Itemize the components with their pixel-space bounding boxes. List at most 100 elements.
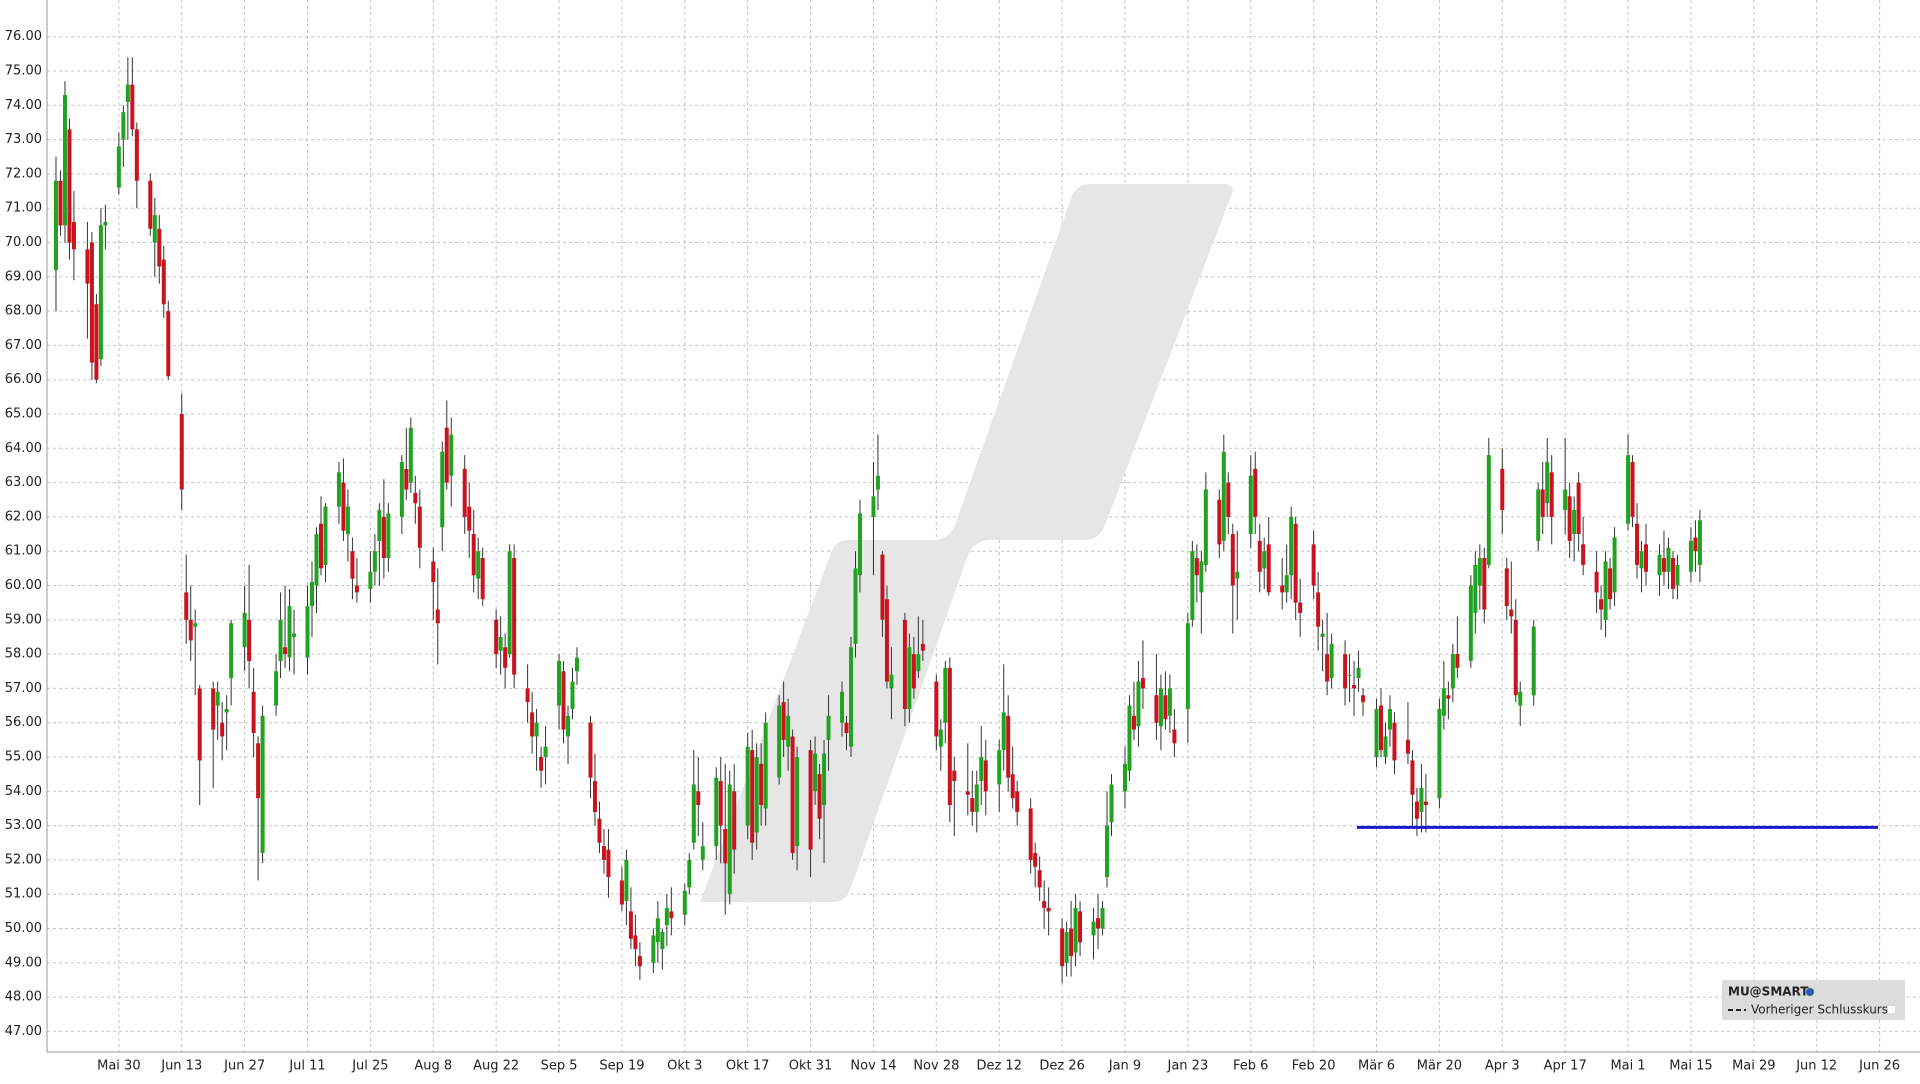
candle-body — [1006, 715, 1011, 778]
y-tick-label: 56.00 — [5, 715, 42, 730]
candle-body — [372, 551, 377, 572]
candle-body — [920, 643, 925, 651]
candle-body — [1657, 554, 1662, 576]
candle-body — [1540, 489, 1545, 517]
x-tick-label: Jan 9 — [1108, 1059, 1141, 1074]
candle-body — [884, 599, 889, 682]
candle-body — [840, 691, 845, 723]
legend-toggle[interactable] — [1888, 1006, 1895, 1013]
candle-body — [714, 777, 719, 847]
candle-body — [305, 606, 310, 658]
candle-body — [503, 647, 508, 668]
candle-body — [62, 95, 67, 226]
y-tick-label: 69.00 — [5, 269, 42, 284]
candle-body — [1100, 907, 1105, 929]
candle-body — [597, 818, 602, 843]
x-tick-label: Dez 12 — [976, 1059, 1022, 1074]
candle-body — [857, 513, 862, 576]
candle-body — [1266, 544, 1271, 593]
candle-body — [98, 225, 103, 360]
y-tick-label: 50.00 — [5, 921, 42, 936]
x-tick-label: Jul 25 — [351, 1059, 388, 1074]
x-tick-label: Jun 26 — [1858, 1059, 1900, 1074]
candle-body — [1064, 931, 1069, 963]
candle-body — [1437, 708, 1442, 799]
candle-body — [381, 516, 386, 559]
candle-body — [471, 534, 476, 576]
candle-body — [1356, 667, 1361, 679]
candle-body — [1603, 561, 1608, 620]
candle-body — [287, 606, 292, 658]
candle-body — [777, 705, 782, 778]
candle-body — [687, 859, 692, 888]
candle-body — [476, 551, 481, 579]
candle-body — [1325, 654, 1330, 682]
candle-body — [525, 688, 530, 703]
candle-body — [1500, 468, 1505, 511]
candle-body — [251, 691, 256, 734]
y-tick-label: 74.00 — [5, 98, 42, 113]
candle-body — [224, 708, 229, 713]
candle-body — [1042, 901, 1047, 908]
candle-body — [1046, 907, 1051, 912]
candle-body — [943, 667, 948, 723]
candle-body — [1419, 787, 1424, 812]
candle-body — [1140, 678, 1145, 689]
candle-body — [278, 619, 283, 661]
candle-body — [1221, 451, 1226, 541]
candle-body — [1504, 568, 1509, 607]
candle-body — [94, 304, 99, 380]
candle-body — [1405, 739, 1410, 754]
candle-body — [1320, 633, 1325, 637]
legend-box — [1722, 980, 1905, 1020]
candle-body — [130, 84, 135, 130]
x-tick-label: Jun 13 — [160, 1059, 202, 1074]
candle-body — [664, 907, 669, 926]
candle-body — [822, 753, 827, 806]
candle-body — [1194, 558, 1199, 576]
candle-body — [723, 829, 728, 864]
candle-body — [314, 534, 319, 586]
candle-body — [1253, 468, 1258, 517]
candle-body — [1060, 928, 1065, 967]
candle-body — [1235, 571, 1240, 579]
candle-body — [310, 582, 315, 607]
candle-body — [1073, 907, 1078, 953]
candle-body — [1127, 705, 1132, 771]
candle-body — [161, 259, 166, 305]
candle-body — [1513, 619, 1518, 696]
candle-body — [1257, 540, 1262, 572]
candle-body — [386, 513, 391, 559]
candle-body — [494, 619, 499, 655]
candle-body — [417, 506, 422, 548]
candle-body — [606, 849, 611, 878]
candle-body — [669, 911, 674, 919]
candle-body — [148, 180, 153, 229]
candle-body — [188, 619, 193, 641]
candle-body — [1576, 482, 1581, 535]
candle-body — [274, 671, 279, 706]
candle-body — [619, 880, 624, 905]
candle-body — [1329, 643, 1334, 679]
candle-body — [759, 763, 764, 806]
candle-body — [512, 558, 517, 675]
candle-body — [651, 935, 656, 963]
candle-body — [1670, 558, 1675, 589]
candle-body — [116, 146, 121, 188]
y-tick-label: 59.00 — [5, 612, 42, 627]
y-tick-label: 55.00 — [5, 750, 42, 765]
x-tick-label: Mai 30 — [97, 1059, 140, 1074]
candle-body — [808, 750, 813, 850]
candle-body — [193, 623, 198, 627]
candle-body — [247, 619, 252, 661]
candle-body — [1109, 784, 1114, 823]
y-tick-label: 66.00 — [5, 372, 42, 387]
candle-body — [166, 311, 171, 377]
candle-body — [220, 722, 225, 737]
candle-body — [1441, 688, 1446, 716]
candle-body — [1298, 602, 1303, 613]
candle-body — [1289, 516, 1294, 576]
candle-body — [1280, 585, 1285, 593]
candle-body — [1410, 760, 1415, 795]
candle-body — [1190, 551, 1195, 620]
